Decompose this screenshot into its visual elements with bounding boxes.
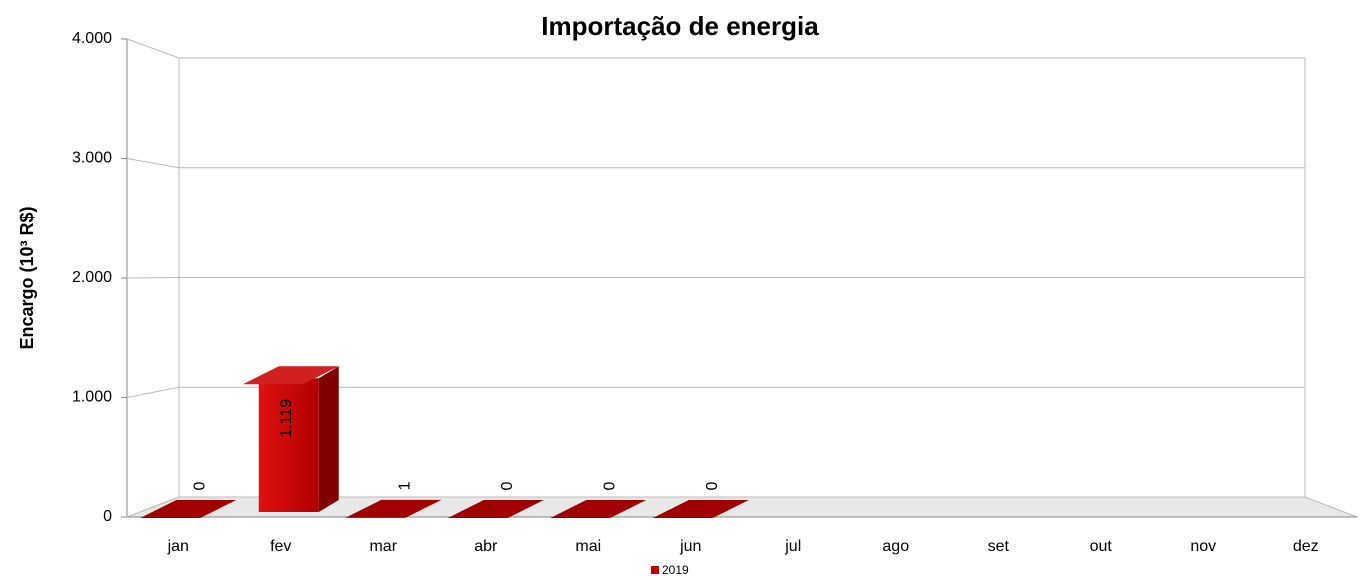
x-tick-label: jun bbox=[679, 538, 701, 555]
data-label: 0 bbox=[191, 481, 208, 490]
x-tick-label: dez bbox=[1293, 538, 1319, 555]
grid-line bbox=[126, 158, 1305, 169]
x-tick-label: fev bbox=[270, 538, 291, 555]
bar-side bbox=[421, 499, 442, 512]
x-tick-label: abr bbox=[474, 538, 498, 555]
bar-top bbox=[447, 500, 544, 518]
x-tick-label: jan bbox=[167, 538, 189, 555]
x-tick-label: nov bbox=[1190, 538, 1216, 555]
bar-top bbox=[652, 500, 749, 518]
bar-top bbox=[242, 366, 339, 385]
y-tick-label: 0 bbox=[103, 508, 112, 525]
grid-line bbox=[126, 277, 1305, 279]
bar-side bbox=[318, 366, 339, 512]
y-axis-title: Encargo (10³ R$) bbox=[17, 206, 37, 349]
y-tick-label: 1.000 bbox=[72, 389, 112, 406]
bar-top bbox=[140, 500, 237, 518]
data-label: 0 bbox=[601, 481, 618, 490]
x-tick-label: ago bbox=[882, 538, 909, 555]
data-label: 1 bbox=[396, 481, 413, 490]
grid-line bbox=[126, 386, 1305, 398]
x-tick-label: set bbox=[988, 538, 1010, 555]
bar-top bbox=[550, 500, 647, 518]
bar bbox=[258, 378, 319, 512]
x-tick-label: mar bbox=[369, 538, 397, 555]
bar-top bbox=[345, 499, 442, 518]
x-tick-label: jul bbox=[784, 538, 801, 555]
x-tick-label: mai bbox=[575, 538, 601, 555]
data-label: 0 bbox=[499, 481, 516, 490]
legend-swatch bbox=[651, 566, 659, 574]
y-tick-label: 3.000 bbox=[72, 150, 112, 167]
grid-line bbox=[126, 38, 1305, 59]
data-label: 1.119 bbox=[278, 399, 295, 438]
grid-line bbox=[126, 496, 1305, 518]
x-tick-label: out bbox=[1090, 538, 1113, 555]
legend-label: 2019 bbox=[662, 563, 689, 577]
y-tick-label: 4.000 bbox=[72, 30, 112, 47]
y-tick-label: 2.000 bbox=[72, 269, 112, 286]
data-label: 0 bbox=[704, 481, 721, 490]
chart-title: Importação de energia bbox=[541, 11, 819, 41]
